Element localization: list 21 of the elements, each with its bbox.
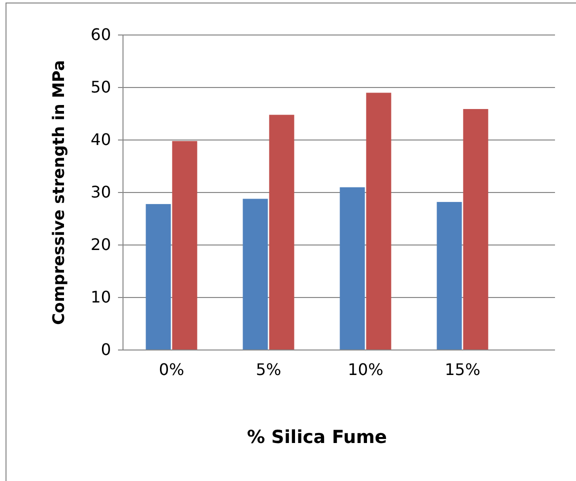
y-axis-title: Compressive strength in MPa [49,60,68,325]
y-tick-label: 60 [90,25,111,44]
x-tick-label: 10% [348,360,384,379]
bar [366,92,392,350]
y-tick-label: 40 [90,130,111,150]
x-tick-label: 5% [256,360,282,379]
x-axis-title: % Silica Fume [246,427,388,448]
bar [242,198,268,350]
bar [436,202,462,350]
x-tick-label: 0% [158,360,184,379]
y-tick-label: 10 [90,288,111,307]
bar [340,187,365,350]
y-tick-label: 50 [90,78,111,97]
y-tick-label: 20 [90,235,111,254]
bar [463,109,488,350]
bar [172,141,198,350]
y-tick-label: 30 [90,182,111,202]
x-tick-label: 15% [444,360,480,379]
bar [269,114,294,350]
y-tick-label: 0 [100,340,111,360]
bar [146,204,171,350]
